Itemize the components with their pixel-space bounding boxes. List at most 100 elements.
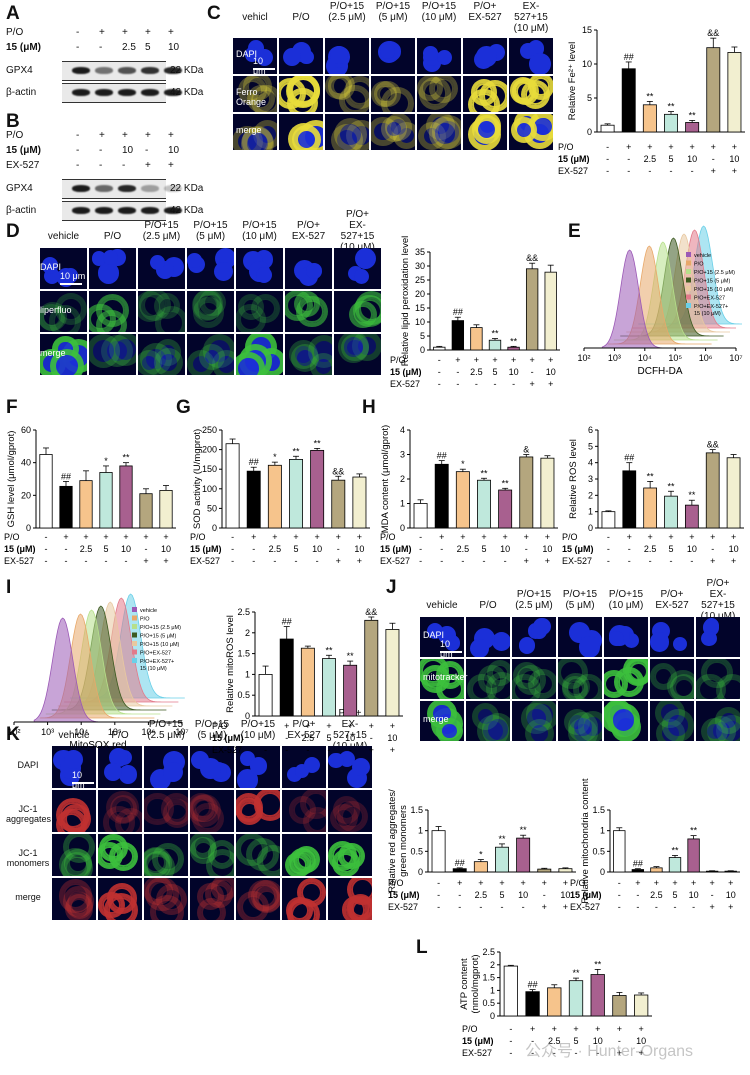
condition-value: + — [503, 532, 508, 542]
bar — [705, 870, 719, 873]
legend-label: P/O+EX-527+ — [694, 304, 728, 310]
micrograph — [144, 878, 188, 920]
nucleus — [103, 762, 123, 782]
condition-value: + — [731, 556, 736, 566]
nucleus — [295, 128, 318, 150]
condition-value: - — [264, 733, 267, 743]
blot-cell: + — [99, 27, 105, 38]
condition-value: - — [509, 1048, 512, 1058]
nucleus — [432, 121, 458, 146]
condition-value: + — [545, 556, 550, 566]
nucleus — [436, 49, 452, 65]
bar — [547, 987, 562, 1017]
condition-row-label: P/O — [4, 532, 20, 542]
nucleus — [252, 883, 276, 908]
condition-row-label: P/O — [390, 355, 406, 365]
nucleus — [113, 798, 134, 819]
micrograph — [420, 701, 464, 741]
nucleus — [353, 305, 373, 325]
significance-label: ** — [647, 471, 655, 481]
bar — [643, 487, 658, 529]
bar — [246, 470, 261, 529]
y-tick-label: 0 — [26, 523, 31, 533]
condition-value: 10 — [593, 1036, 603, 1046]
significance-label: ## — [437, 451, 447, 461]
legend-swatch — [132, 641, 137, 646]
blot-cell: - — [76, 160, 80, 171]
bar — [507, 346, 520, 351]
y-tick-label: 0 — [245, 711, 250, 721]
condition-value: + — [617, 1024, 622, 1034]
western-blot-b: P/O - + + + +15 (μM) - -10-10 EX-527- - - + + GPX4 22 … — [0, 0, 210, 221]
watermark: 公众号 · Hunter-Organs — [525, 1043, 694, 1060]
legend-label: 15 (10 μM) — [140, 666, 167, 672]
bar — [59, 485, 73, 529]
bar — [79, 480, 93, 529]
condition-value: + — [647, 142, 652, 152]
significance-label: ** — [347, 651, 355, 661]
condition-value: - — [437, 878, 440, 888]
condition-value: + — [357, 556, 362, 566]
legend-label: P/O+EX-527 — [694, 296, 725, 302]
bar — [452, 868, 467, 873]
panel-label-b: B — [6, 111, 20, 132]
micrograph — [417, 76, 461, 112]
significance-label: ** — [510, 336, 518, 346]
nucleus — [672, 637, 688, 652]
condition-value: 10 — [687, 544, 697, 554]
micrograph: 10 μm — [52, 746, 96, 788]
y-tick-label: 2 — [400, 474, 405, 484]
condition-value: + — [563, 878, 568, 888]
condition-value: - — [45, 532, 48, 542]
bar — [451, 320, 465, 351]
blot-protein-label: β-actin — [6, 87, 37, 98]
condition-value: + — [530, 379, 535, 389]
condition-value: + — [710, 878, 715, 888]
blot-band — [72, 67, 90, 74]
micrograph — [187, 248, 234, 289]
condition-value: - — [627, 166, 630, 176]
nucleus — [380, 44, 395, 59]
condition-row-label: 15 (μM) — [558, 154, 590, 164]
bar — [601, 511, 616, 529]
condition-value: 10 — [518, 890, 528, 900]
bar — [525, 268, 539, 351]
condition-row-label: 15 (μM) — [190, 544, 222, 554]
blot-strip — [62, 201, 182, 221]
micrograph — [285, 248, 332, 289]
legend-label: P/O+15 (10 μM) — [140, 642, 180, 648]
condition-value: 2.5 — [644, 544, 657, 554]
row-label: liperfluo — [40, 304, 72, 315]
nucleus — [214, 879, 234, 898]
micrograph — [233, 114, 277, 150]
y-axis-label: Relative red aggregates/ — [387, 789, 398, 893]
column-label: P/O — [292, 12, 310, 23]
column-label: P/O — [479, 600, 497, 611]
bar — [289, 458, 303, 529]
nucleus — [295, 348, 316, 369]
condition-value: + — [639, 1024, 644, 1034]
condition-value: + — [143, 532, 148, 542]
nucleus — [529, 722, 551, 741]
condition-value: + — [690, 142, 695, 152]
nucleus — [156, 847, 180, 871]
blot-band — [118, 67, 136, 74]
nucleus — [41, 306, 64, 328]
micrograph — [371, 114, 415, 150]
micrograph — [40, 334, 87, 375]
condition-value: 2.5 — [302, 733, 315, 743]
condition-value: 2.5 — [644, 154, 657, 164]
condition-row-label: EX-527 — [562, 556, 592, 566]
scale-bar — [440, 651, 462, 653]
legend-label: P/O+15 (10 μM) — [694, 287, 734, 293]
panel-label-a: A — [6, 3, 20, 24]
column-label: P/O+15 (2.5 μM) — [328, 1, 366, 23]
micrograph — [509, 76, 553, 112]
bar — [434, 463, 449, 529]
condition-value: 10 — [729, 544, 739, 554]
nucleus — [187, 253, 202, 269]
legend-swatch — [132, 658, 137, 663]
condition-value: + — [689, 532, 694, 542]
bar — [519, 456, 534, 529]
